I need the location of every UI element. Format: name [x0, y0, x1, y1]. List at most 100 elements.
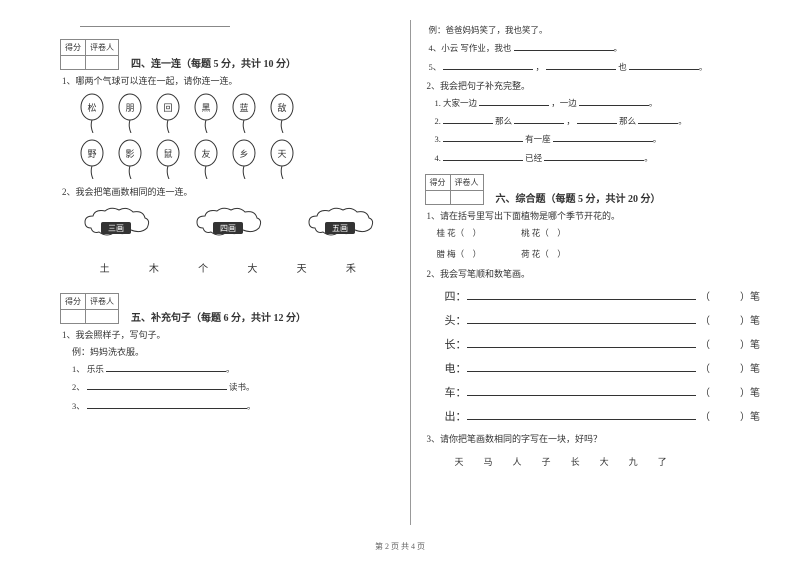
balloon: 友 — [194, 139, 218, 179]
flower-item: 腊 梅（ ） — [437, 247, 482, 262]
flower-item: 桂 花（ ） — [437, 226, 482, 241]
blank — [467, 362, 697, 372]
char: 土 — [100, 260, 110, 275]
blank — [514, 42, 614, 51]
balloon-char: 朋 — [118, 101, 142, 114]
page-footer: 第 2 页 共 4 页 — [0, 535, 800, 552]
blank — [87, 381, 227, 390]
paren-left: （ — [700, 360, 710, 375]
balloon-char: 鼠 — [156, 147, 180, 160]
list-item: 2、 读书。 — [72, 380, 396, 395]
balloon-char: 野 — [80, 147, 104, 160]
blank — [467, 410, 697, 420]
cloud-icon: 三画 — [81, 206, 151, 240]
list-item: 3、 。 — [72, 399, 396, 414]
list-item: 1. 大家一边 ，一边 。 — [435, 96, 761, 111]
seg: 大家一边 — [443, 98, 477, 108]
item-num: 2. — [435, 116, 441, 126]
balloon: 松 — [80, 93, 104, 133]
char: 禾 — [346, 260, 356, 275]
stroke-char: 四： — [445, 288, 463, 304]
seg: 有一座 — [525, 134, 551, 144]
q5-1: 1、我会照样子，写句子。 — [62, 328, 396, 341]
blank — [87, 400, 247, 409]
svg-text:四画: 四画 — [220, 224, 236, 233]
score-box-4: 得分 评卷人 四、连一连（每题 5 分，共计 10 分） — [60, 39, 396, 70]
blank — [553, 133, 653, 142]
cloud: 四画 — [193, 206, 263, 242]
char: 人 — [513, 455, 522, 468]
flower-item: 荷 花（ ） — [521, 247, 566, 262]
score-label: 得分 — [425, 175, 450, 191]
svg-text:三画: 三画 — [108, 224, 124, 233]
seg: ，一边 — [551, 98, 577, 108]
stroke-row: 四： （ ）笔 — [445, 288, 761, 304]
blank — [579, 97, 649, 106]
q6-3: 3、请你把笔画数相同的字写在一块，好吗？ — [427, 432, 761, 445]
paren-left: （ — [700, 312, 710, 327]
paren-right: ）笔 — [740, 360, 760, 375]
q2-list: 1. 大家一边 ，一边 。 2. 那么 ， 那么 。 3. 有一座 。 — [435, 96, 761, 166]
item-num: 5、 — [429, 62, 442, 72]
paren-right: ）笔 — [740, 288, 760, 303]
char: 了 — [658, 455, 667, 468]
char: 个 — [198, 260, 208, 275]
blank — [467, 290, 697, 300]
blank — [479, 97, 549, 106]
balloon: 野 — [80, 139, 104, 179]
balloon-char: 敌 — [270, 101, 294, 114]
paren-left: （ — [700, 336, 710, 351]
balloon-row-top: 松朋回黑蓝敌 — [80, 93, 396, 133]
balloon-char: 回 — [156, 101, 180, 114]
stroke-row: 头： （ ）笔 — [445, 312, 761, 328]
char: 大 — [600, 455, 609, 468]
q4-1: 1、哪两个气球可以连在一起，请你连一连。 — [62, 74, 396, 87]
paren-right: ）笔 — [740, 384, 760, 399]
item-tail: 也 — [618, 62, 627, 72]
section-5-title: 五、补充句子（每题 6 分，共计 12 分） — [131, 309, 306, 324]
score-table: 得分 评卷人 — [60, 39, 119, 70]
balloon-char: 蓝 — [232, 101, 256, 114]
stroke-list: 四：（）笔头：（）笔长：（）笔电：（）笔车：（）笔出：（）笔 — [425, 288, 761, 424]
paren-right: ）笔 — [740, 312, 760, 327]
item-lead: 4、小云 写作业，我也 — [429, 43, 512, 53]
stroke-char: 头： — [445, 312, 463, 328]
balloon: 乡 — [232, 139, 256, 179]
paren-left: （ — [700, 408, 710, 423]
balloon: 鼠 — [156, 139, 180, 179]
char: 木 — [149, 260, 159, 275]
score-label: 得分 — [61, 40, 86, 56]
q6-2: 2、我会写笔顺和数笔画。 — [427, 267, 761, 280]
blank — [546, 61, 616, 70]
blank — [467, 386, 697, 396]
stroke-row: 长：（）笔 — [445, 336, 761, 352]
q6-1: 1、请在括号里写出下面植物是哪个季节开花的。 — [427, 209, 761, 222]
stroke-char: 车： — [445, 384, 463, 400]
balloon-char: 友 — [194, 147, 218, 160]
right-column: 例：爸爸妈妈笑了，我也笑了。 4、小云 写作业，我也 。 5、 ， 也 。 2、… — [425, 20, 761, 525]
q5-items: 1、 乐乐 。 2、 读书。 3、 。 — [72, 362, 396, 414]
blank — [467, 338, 697, 348]
stroke-row: 出：（）笔 — [445, 408, 761, 424]
blank — [106, 363, 226, 372]
q2-intro: 2、我会把句子补充完整。 — [427, 79, 761, 92]
paren-left: （ — [700, 288, 710, 303]
char: 长 — [571, 455, 580, 468]
score-table: 得分 评卷人 — [60, 293, 119, 324]
list-item: 3. 有一座 。 — [435, 132, 761, 147]
cloud-icon: 四画 — [193, 206, 263, 240]
blank — [577, 115, 617, 124]
score-label: 得分 — [61, 294, 86, 310]
score-table: 得分 评卷人 — [425, 174, 484, 205]
grader-label: 评卷人 — [86, 40, 119, 56]
item-num: 3、 — [72, 401, 85, 411]
top-rule — [80, 26, 230, 27]
balloon: 影 — [118, 139, 142, 179]
balloon: 敌 — [270, 93, 294, 133]
char: 天 — [297, 260, 307, 275]
char: 大 — [247, 260, 257, 275]
blank — [443, 133, 523, 142]
balloon-char: 影 — [118, 147, 142, 160]
stroke-char: 长： — [445, 336, 463, 352]
section-6-title: 六、综合题（每题 5 分，共计 20 分） — [496, 190, 661, 205]
